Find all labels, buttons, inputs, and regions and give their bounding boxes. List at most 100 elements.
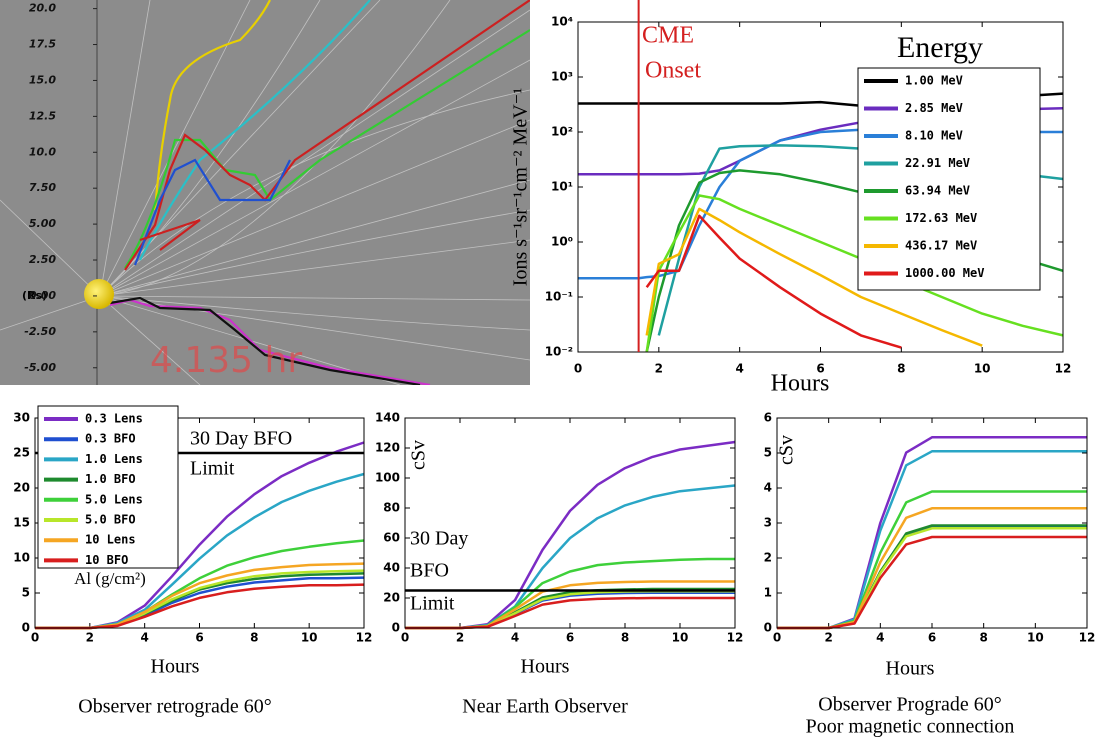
legend-label: 10 Lens [85,533,136,547]
x-axis-label: Hours [521,656,570,678]
x-tick-label: 8 [897,362,905,376]
y-tick-label: 7.50 [29,181,56,194]
limit-label: BFO [410,560,449,582]
y-tick-label: 2 [764,551,772,565]
y-tick-label: 100 [375,471,400,485]
y-tick-label: 17.5 [29,38,56,51]
series-line [777,450,1087,630]
x-tick-label: 4 [140,630,148,644]
plot-frame [776,417,1088,629]
x-tick-label: 6 [816,362,824,376]
legend-title: Energy [897,31,983,64]
x-tick-label: 8 [979,630,987,644]
y-tick-label: 0.00 [29,289,56,302]
legend-box [857,67,1041,291]
legend-label: 5.0 Lens [85,492,143,506]
x-tick-label: 10 [1027,630,1044,644]
series-line [777,525,1087,630]
x-tick-label: 0 [401,630,409,644]
series-line [777,535,1087,630]
x-tick-label: 2 [824,630,832,644]
y-axis-label: (Rs) [22,289,47,302]
y-tick-label: 10² [551,125,573,139]
y-tick-label: -2.50 [24,325,56,338]
y-tick-label: 120 [375,441,400,455]
y-tick-label: 20 [13,481,30,495]
x-tick-label: 12 [356,630,373,644]
y-tick-label: 20 [383,591,400,605]
x-axis-label: Hours [151,656,200,678]
caption: Observer Prograde 60° [818,694,1002,716]
x-tick-label: 4 [735,362,743,376]
series-line [777,490,1087,630]
x-tick-label: 12 [727,630,744,644]
plot-frame [404,417,736,629]
caption: Poor magnetic connection [806,716,1015,738]
legend-label: 436.17 MeV [905,239,977,253]
series-line [777,527,1087,630]
y-axis-label: cSv [776,435,798,465]
x-tick-label: 4 [876,630,884,644]
limit-label: 30 Day BFO [190,428,292,450]
series-line [35,583,365,630]
series-line [405,596,735,630]
x-tick-label: 4 [511,630,519,644]
time-annotation: 4.135 hr [150,340,302,381]
x-tick-label: 12 [1055,362,1072,376]
limit-label: Limit [190,458,235,480]
y-axis-label: cSv [408,440,430,470]
simulation-image [0,0,530,385]
onset-label: CME [642,23,694,49]
limit-label: 30 Day [410,528,468,550]
x-axis-label: Hours [771,371,830,397]
legend-label: 0.3 Lens [85,412,143,426]
y-tick-label: 1 [764,586,772,600]
y-tick-label: 15.0 [29,73,56,86]
x-tick-label: 0 [773,630,781,644]
legend-label: 1.0 BFO [85,472,136,486]
x-tick-label: 2 [655,362,663,376]
x-tick-label: 6 [195,630,203,644]
y-tick-label: 12.5 [29,109,56,122]
series-line [405,484,736,630]
series-line [645,207,983,347]
legend-label: 10 BFO [85,553,128,567]
caption: Observer retrograde 60° [78,696,271,718]
x-tick-label: 8 [250,630,258,644]
y-tick-label: 4 [764,481,772,495]
y-tick-label: 0 [22,621,30,635]
x-tick-label: 6 [928,630,936,644]
y-tick-label: 30 [13,411,30,425]
x-tick-label: 10 [672,630,689,644]
y-tick-label: 10.0 [29,145,56,158]
y-tick-label: 5 [22,586,30,600]
x-tick-label: 6 [566,630,574,644]
y-tick-label: 5.00 [29,217,56,230]
y-tick-label: 0 [392,621,400,635]
y-axis-label: Ions s⁻¹sr⁻¹cm⁻² MeV⁻¹ [510,88,532,286]
x-tick-label: 0 [31,630,39,644]
legend-label: 63.94 MeV [905,184,970,198]
legend-label: 172.63 MeV [905,211,977,225]
x-tick-label: 2 [456,630,464,644]
x-tick-label: 10 [974,362,991,376]
x-tick-label: 8 [621,630,629,644]
x-tick-label: 10 [301,630,318,644]
y-tick-label: 6 [764,411,772,425]
y-tick-label: 5 [764,446,772,460]
y-tick-label: 60 [383,531,400,545]
y-tick-label: 15 [13,516,30,530]
plot-frame [34,417,365,629]
x-tick-label: 12 [1079,630,1096,644]
series-line [777,436,1087,630]
y-tick-label: 140 [375,411,400,425]
caption: Near Earth Observer [462,696,628,718]
y-tick-label: 10⁰ [551,235,573,249]
legend-label: 22.91 MeV [905,156,970,170]
y-tick-label: 3 [764,516,772,530]
legend-label: 8.10 MeV [905,129,963,143]
legend-label: 5.0 BFO [85,513,136,527]
x-axis-label: Hours [886,658,935,680]
y-tick-label: 10³ [551,70,573,84]
